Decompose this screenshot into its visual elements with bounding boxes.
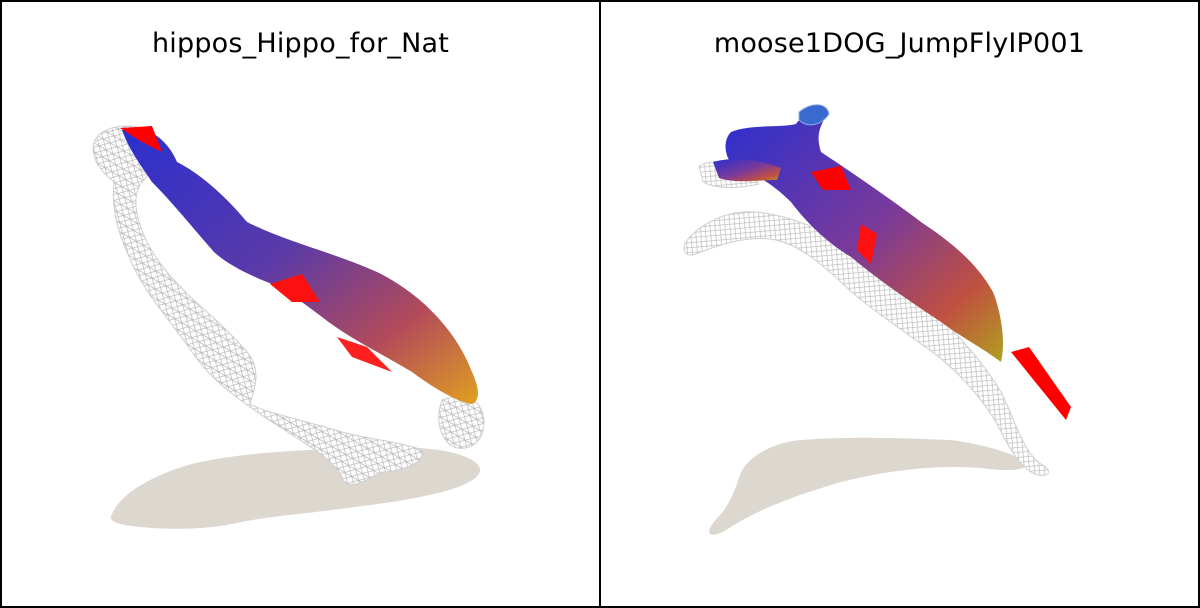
dog-red-patch: [811, 166, 851, 190]
panel-dog: moose1DOG_JumpFlyIP001: [601, 2, 1198, 606]
dog-ear: [798, 104, 830, 126]
dog-red-patch: [1011, 347, 1071, 420]
hippo-red-patch: [120, 126, 162, 152]
hippo-color-surface: [122, 127, 478, 405]
hippo-red-patch: [337, 337, 392, 372]
hippo-red-patch: [270, 274, 320, 302]
dog-foreleg-color: [713, 159, 781, 182]
hippo-render: [92, 125, 485, 529]
hippo-wireframe: [92, 125, 424, 486]
panel-title-hippo: hippos_Hippo_for_Nat: [151, 28, 450, 59]
hippo-wireframe-leg: [438, 396, 485, 449]
dog-shadow: [709, 437, 1027, 535]
dog-render: [683, 104, 1071, 535]
panel-title-dog: moose1DOG_JumpFlyIP001: [713, 28, 1086, 59]
dog-red-patch: [857, 224, 877, 264]
panel-hippo: hippos_Hippo_for_Nat: [2, 2, 599, 606]
hippo-shadow: [110, 447, 481, 529]
panel-divider: [599, 2, 601, 606]
